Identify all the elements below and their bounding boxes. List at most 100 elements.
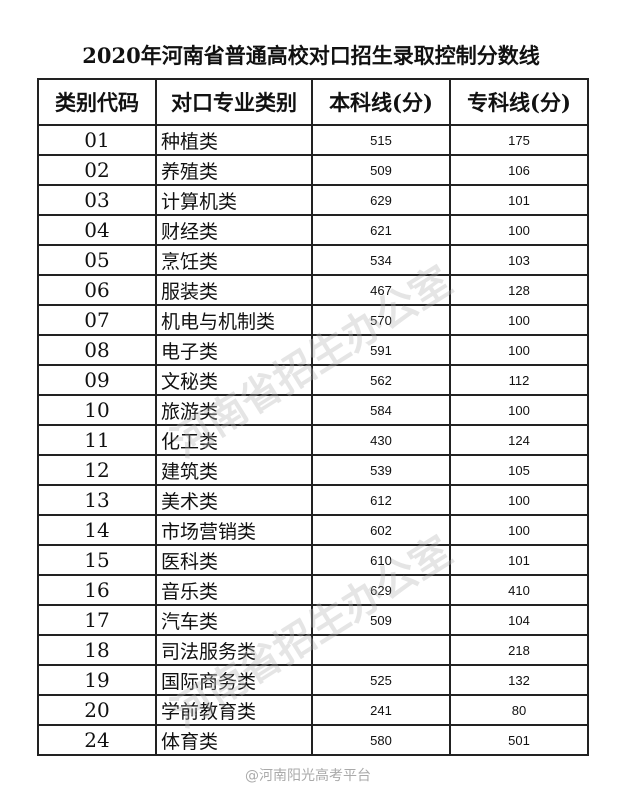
row-undergrad-score: 584 — [311, 394, 451, 426]
row-undergrad-score: 591 — [311, 334, 451, 366]
row-category: 国际商务类 — [155, 664, 313, 696]
weibo-footer: @河南阳光高考平台 — [245, 768, 371, 784]
row-undergrad-score: 570 — [311, 304, 451, 336]
row-undergrad-score: 629 — [311, 184, 451, 216]
table-row: 06 服装类 467 128 — [37, 274, 589, 306]
row-junior-score: 105 — [449, 454, 589, 486]
row-code: 19 — [37, 664, 157, 696]
row-code: 15 — [37, 544, 157, 576]
row-code: 18 — [37, 634, 157, 666]
row-junior-score: 101 — [449, 544, 589, 576]
row-junior-score: 132 — [449, 664, 589, 696]
document-title: 2020年河南省普通高校对口招生录取控制分数线 — [82, 43, 540, 68]
table-row: 09 文秘类 562 112 — [37, 364, 589, 396]
header-undergrad: 本科线(分) — [311, 78, 451, 126]
table-row: 17 汽车类 509 104 — [37, 604, 589, 636]
table-row: 16 音乐类 629 410 — [37, 574, 589, 606]
row-category: 建筑类 — [155, 454, 313, 486]
table-row: 07 机电与机制类 570 100 — [37, 304, 589, 336]
row-category: 市场营销类 — [155, 514, 313, 546]
row-junior-score: 100 — [449, 394, 589, 426]
row-code: 04 — [37, 214, 157, 246]
table-row: 24 体育类 580 501 — [37, 724, 589, 756]
row-undergrad-score: 534 — [311, 244, 451, 276]
table-row: 05 烹饪类 534 103 — [37, 244, 589, 276]
row-category: 养殖类 — [155, 154, 313, 186]
row-undergrad-score: 241 — [311, 694, 451, 726]
row-junior-score: 100 — [449, 214, 589, 246]
row-code: 24 — [37, 724, 157, 756]
row-undergrad-score — [311, 634, 451, 666]
row-category: 种植类 — [155, 124, 313, 156]
row-category: 学前教育类 — [155, 694, 313, 726]
header-code: 类别代码 — [37, 78, 157, 126]
row-category: 财经类 — [155, 214, 313, 246]
row-category: 计算机类 — [155, 184, 313, 216]
row-junior-score: 128 — [449, 274, 589, 306]
row-junior-score: 501 — [449, 724, 589, 756]
row-undergrad-score: 515 — [311, 124, 451, 156]
row-junior-score: 100 — [449, 514, 589, 546]
table-row: 19 国际商务类 525 132 — [37, 664, 589, 696]
table-row: 04 财经类 621 100 — [37, 214, 589, 246]
header-category: 对口专业类别 — [155, 78, 313, 126]
row-category: 旅游类 — [155, 394, 313, 426]
row-junior-score: 80 — [449, 694, 589, 726]
row-code: 12 — [37, 454, 157, 486]
row-code: 17 — [37, 604, 157, 636]
row-junior-score: 124 — [449, 424, 589, 456]
row-junior-score: 104 — [449, 604, 589, 636]
row-undergrad-score: 430 — [311, 424, 451, 456]
row-code: 01 — [37, 124, 157, 156]
row-undergrad-score: 509 — [311, 154, 451, 186]
table-header: 类别代码 对口专业类别 本科线(分) 专科线(分) — [37, 78, 589, 126]
row-junior-score: 410 — [449, 574, 589, 606]
table-row: 13 美术类 612 100 — [37, 484, 589, 516]
header-junior: 专科线(分) — [449, 78, 589, 126]
row-code: 14 — [37, 514, 157, 546]
row-undergrad-score: 539 — [311, 454, 451, 486]
row-code: 02 — [37, 154, 157, 186]
row-category: 体育类 — [155, 724, 313, 756]
row-code: 06 — [37, 274, 157, 306]
row-undergrad-score: 509 — [311, 604, 451, 636]
row-category: 烹饪类 — [155, 244, 313, 276]
table-row: 10 旅游类 584 100 — [37, 394, 589, 426]
row-category: 服装类 — [155, 274, 313, 306]
row-code: 07 — [37, 304, 157, 336]
table-row: 02 养殖类 509 106 — [37, 154, 589, 186]
row-junior-score: 101 — [449, 184, 589, 216]
row-category: 医科类 — [155, 544, 313, 576]
row-junior-score: 106 — [449, 154, 589, 186]
row-undergrad-score: 629 — [311, 574, 451, 606]
row-undergrad-score: 467 — [311, 274, 451, 306]
table-row: 03 计算机类 629 101 — [37, 184, 589, 216]
row-undergrad-score: 612 — [311, 484, 451, 516]
row-category: 美术类 — [155, 484, 313, 516]
row-junior-score: 100 — [449, 304, 589, 336]
row-code: 08 — [37, 334, 157, 366]
row-category: 音乐类 — [155, 574, 313, 606]
row-code: 16 — [37, 574, 157, 606]
row-junior-score: 100 — [449, 334, 589, 366]
row-junior-score: 175 — [449, 124, 589, 156]
score-table: 类别代码 对口专业类别 本科线(分) 专科线(分) 01 种植类 515 175 02 养… — [37, 78, 589, 756]
row-junior-score: 103 — [449, 244, 589, 276]
table-row: 11 化工类 430 124 — [37, 424, 589, 456]
row-undergrad-score: 525 — [311, 664, 451, 696]
row-category: 汽车类 — [155, 604, 313, 636]
row-undergrad-score: 610 — [311, 544, 451, 576]
row-code: 13 — [37, 484, 157, 516]
row-category: 化工类 — [155, 424, 313, 456]
table-row: 18 司法服务类 218 — [37, 634, 589, 666]
table-row: 20 学前教育类 241 80 — [37, 694, 589, 726]
row-code: 20 — [37, 694, 157, 726]
row-code: 09 — [37, 364, 157, 396]
row-code: 11 — [37, 424, 157, 456]
row-code: 10 — [37, 394, 157, 426]
row-category: 电子类 — [155, 334, 313, 366]
table-row: 08 电子类 591 100 — [37, 334, 589, 366]
row-category: 机电与机制类 — [155, 304, 313, 336]
row-code: 03 — [37, 184, 157, 216]
row-undergrad-score: 580 — [311, 724, 451, 756]
